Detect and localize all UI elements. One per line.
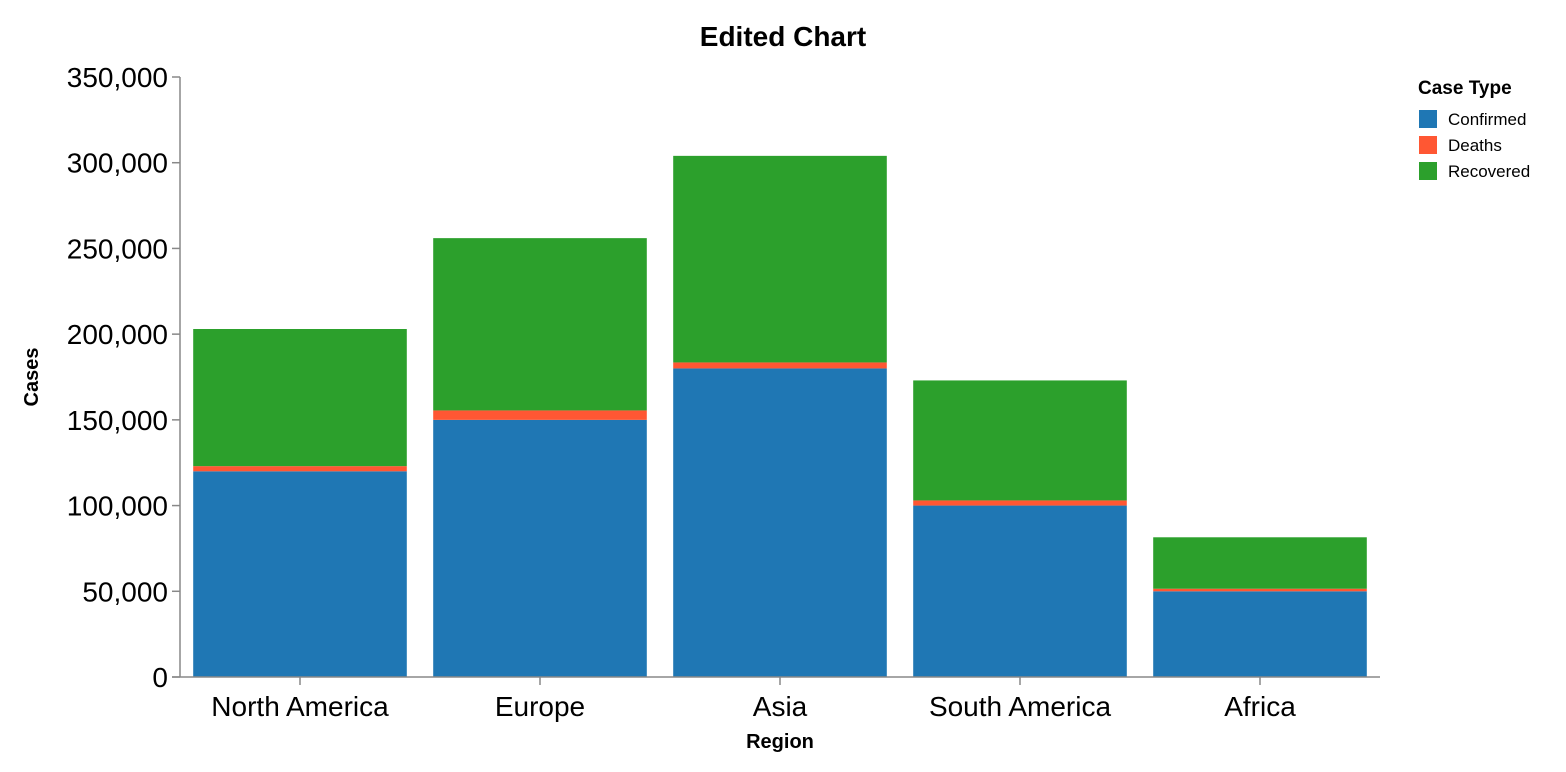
legend: Case Type Confirmed Deaths Recovered: [1418, 78, 1530, 181]
legend-swatch-confirmed: [1419, 110, 1437, 128]
legend-label-recovered: Recovered: [1448, 162, 1530, 181]
x-tick-label-1: Europe: [495, 691, 585, 722]
bar-recovered-4: [1153, 537, 1367, 589]
legend-swatch-recovered: [1419, 162, 1437, 180]
bar-deaths-0: [193, 466, 407, 472]
y-tick-label-0: 0: [152, 662, 168, 693]
bar-confirmed-3: [913, 505, 1127, 677]
bar-confirmed-0: [193, 471, 407, 677]
bars-group: [193, 155, 1367, 677]
legend-title: Case Type: [1418, 78, 1512, 99]
x-tick-label-3: South America: [929, 691, 1112, 722]
bar-recovered-0: [193, 329, 407, 467]
bar-deaths-3: [913, 500, 1127, 506]
bar-deaths-2: [673, 362, 887, 369]
bar-confirmed-2: [673, 368, 887, 677]
bar-deaths-4: [1153, 588, 1367, 592]
y-tick-label-6: 300,000: [67, 148, 168, 179]
y-tick-label-4: 200,000: [67, 319, 168, 350]
bar-confirmed-1: [433, 419, 647, 677]
legend-swatch-deaths: [1419, 136, 1437, 154]
bar-deaths-1: [433, 410, 647, 420]
y-tick-label-1: 50,000: [82, 576, 168, 607]
x-tick-label-0: North America: [211, 691, 389, 722]
y-axis: 0 50,000 100,000 150,000 200,000 250,000 300,0…: [67, 62, 181, 693]
y-tick-label-2: 100,000: [67, 491, 168, 522]
y-tick-label-7: 350,000: [67, 62, 168, 93]
bar-recovered-2: [673, 155, 887, 363]
bar-confirmed-4: [1153, 591, 1367, 677]
x-axis: North America Europe Asia South America Afri…: [172, 676, 1380, 722]
x-tick-label-2: Asia: [753, 691, 808, 722]
bar-recovered-1: [433, 238, 647, 411]
chart-title: Edited Chart: [700, 21, 866, 52]
y-tick-label-3: 150,000: [67, 405, 168, 436]
x-axis-title: Region: [746, 731, 814, 753]
y-tick-label-5: 250,000: [67, 233, 168, 264]
legend-label-deaths: Deaths: [1448, 136, 1502, 155]
x-tick-label-4: Africa: [1224, 691, 1296, 722]
legend-label-confirmed: Confirmed: [1448, 110, 1526, 129]
bar-recovered-3: [913, 380, 1127, 501]
y-axis-title: Cases: [21, 348, 43, 407]
